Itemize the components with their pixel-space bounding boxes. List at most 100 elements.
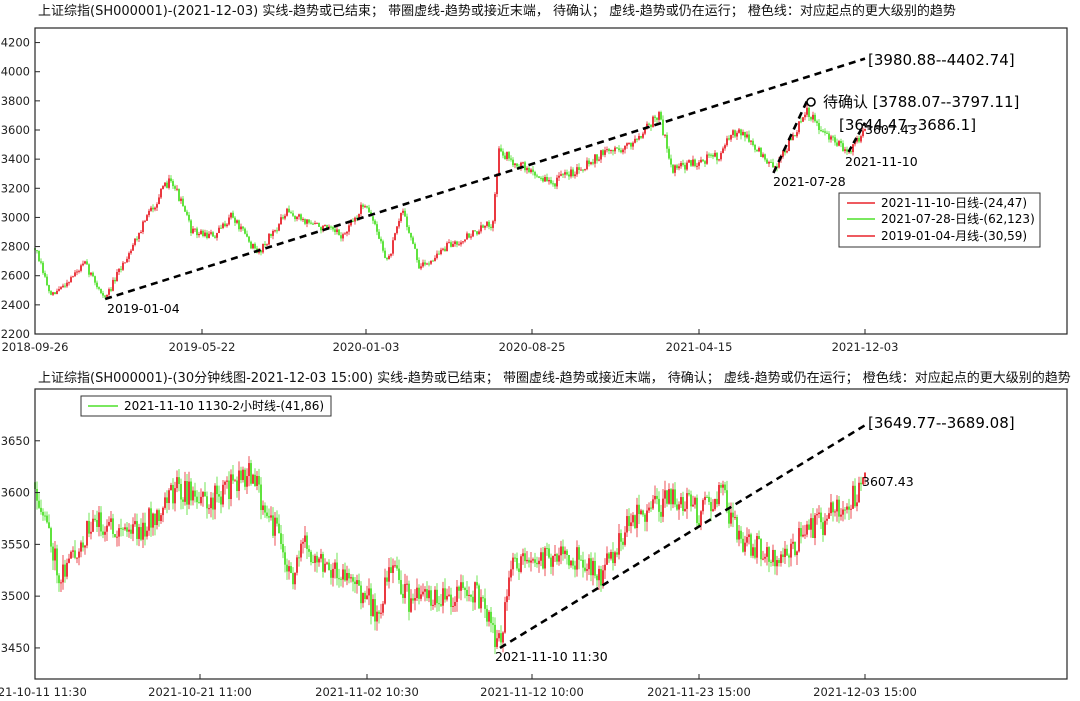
candle bbox=[438, 603, 440, 605]
candle bbox=[658, 112, 660, 120]
candle bbox=[370, 588, 372, 616]
candle bbox=[676, 165, 678, 169]
candle bbox=[824, 520, 826, 535]
candle bbox=[126, 527, 128, 532]
candle bbox=[748, 134, 750, 142]
candle bbox=[568, 174, 570, 177]
candle bbox=[234, 217, 236, 223]
candle bbox=[294, 572, 296, 585]
candle bbox=[166, 497, 168, 504]
candle bbox=[730, 512, 732, 524]
candle bbox=[90, 531, 92, 534]
candle bbox=[274, 230, 276, 232]
candle bbox=[674, 489, 676, 505]
candle bbox=[40, 507, 42, 512]
candle bbox=[860, 136, 862, 142]
candle bbox=[816, 121, 818, 124]
candle bbox=[362, 204, 364, 207]
candle bbox=[802, 534, 804, 537]
candle bbox=[864, 128, 866, 131]
candle bbox=[54, 292, 56, 295]
candle bbox=[40, 261, 42, 263]
candle bbox=[234, 480, 236, 482]
candle bbox=[604, 150, 606, 155]
candle bbox=[62, 564, 64, 583]
candle bbox=[456, 586, 458, 602]
candle bbox=[218, 227, 220, 233]
candle bbox=[588, 160, 590, 165]
candle bbox=[172, 484, 174, 504]
candle bbox=[136, 238, 138, 240]
candle bbox=[608, 553, 610, 559]
candle bbox=[702, 500, 704, 512]
candle bbox=[48, 285, 50, 292]
candle bbox=[656, 495, 658, 499]
candle bbox=[754, 144, 756, 150]
candle bbox=[108, 521, 110, 526]
candle bbox=[398, 221, 400, 227]
candle bbox=[456, 241, 458, 245]
candle bbox=[656, 117, 658, 120]
candle bbox=[864, 472, 866, 478]
candle bbox=[792, 541, 794, 544]
candle bbox=[540, 177, 542, 179]
candle bbox=[210, 232, 212, 234]
candle bbox=[482, 597, 484, 599]
y-tick-label: 4000 bbox=[1, 65, 30, 79]
candle bbox=[580, 169, 582, 171]
candle bbox=[372, 599, 374, 616]
candle bbox=[320, 226, 322, 231]
candle bbox=[146, 215, 148, 221]
annotation-date-2019-01-04: 2019-01-04 bbox=[107, 301, 180, 316]
candle bbox=[598, 159, 600, 161]
candle bbox=[520, 556, 522, 572]
candle bbox=[42, 262, 44, 273]
candle bbox=[148, 210, 150, 216]
candle bbox=[304, 219, 306, 224]
candle bbox=[750, 534, 752, 556]
candle bbox=[772, 162, 774, 168]
candle bbox=[314, 223, 316, 225]
candle bbox=[858, 482, 860, 503]
candle bbox=[570, 560, 572, 566]
candle bbox=[698, 523, 700, 526]
candle bbox=[114, 279, 116, 282]
candle bbox=[160, 188, 162, 198]
candle bbox=[174, 186, 176, 189]
candle bbox=[416, 587, 418, 599]
candle bbox=[790, 543, 792, 558]
candle bbox=[202, 491, 204, 497]
candle bbox=[726, 490, 728, 510]
candle bbox=[560, 174, 562, 176]
candle bbox=[244, 228, 246, 234]
candle bbox=[128, 529, 130, 532]
candle bbox=[106, 525, 108, 532]
candle bbox=[692, 159, 694, 166]
candle bbox=[848, 506, 850, 510]
candle bbox=[102, 531, 104, 535]
candle bbox=[596, 575, 598, 581]
candle bbox=[654, 495, 656, 500]
candle bbox=[176, 188, 178, 190]
candle bbox=[384, 577, 386, 604]
candle bbox=[778, 560, 780, 564]
candle bbox=[208, 508, 210, 510]
candle bbox=[570, 169, 572, 177]
y-tick-label: 2800 bbox=[1, 240, 30, 254]
candle bbox=[690, 494, 692, 507]
candle bbox=[326, 562, 328, 564]
candle bbox=[642, 133, 644, 138]
candle bbox=[618, 148, 620, 151]
candle bbox=[66, 562, 68, 577]
candle bbox=[268, 516, 270, 518]
candle bbox=[322, 554, 324, 572]
candle bbox=[290, 566, 292, 574]
candle bbox=[258, 475, 260, 485]
candle bbox=[454, 241, 456, 245]
candle bbox=[486, 221, 488, 226]
candle bbox=[114, 534, 116, 538]
candle bbox=[82, 542, 84, 548]
legend-entry-1: 2021-11-10-日线-(24,47) bbox=[881, 196, 1027, 210]
candle bbox=[724, 145, 726, 149]
candle bbox=[148, 508, 150, 531]
